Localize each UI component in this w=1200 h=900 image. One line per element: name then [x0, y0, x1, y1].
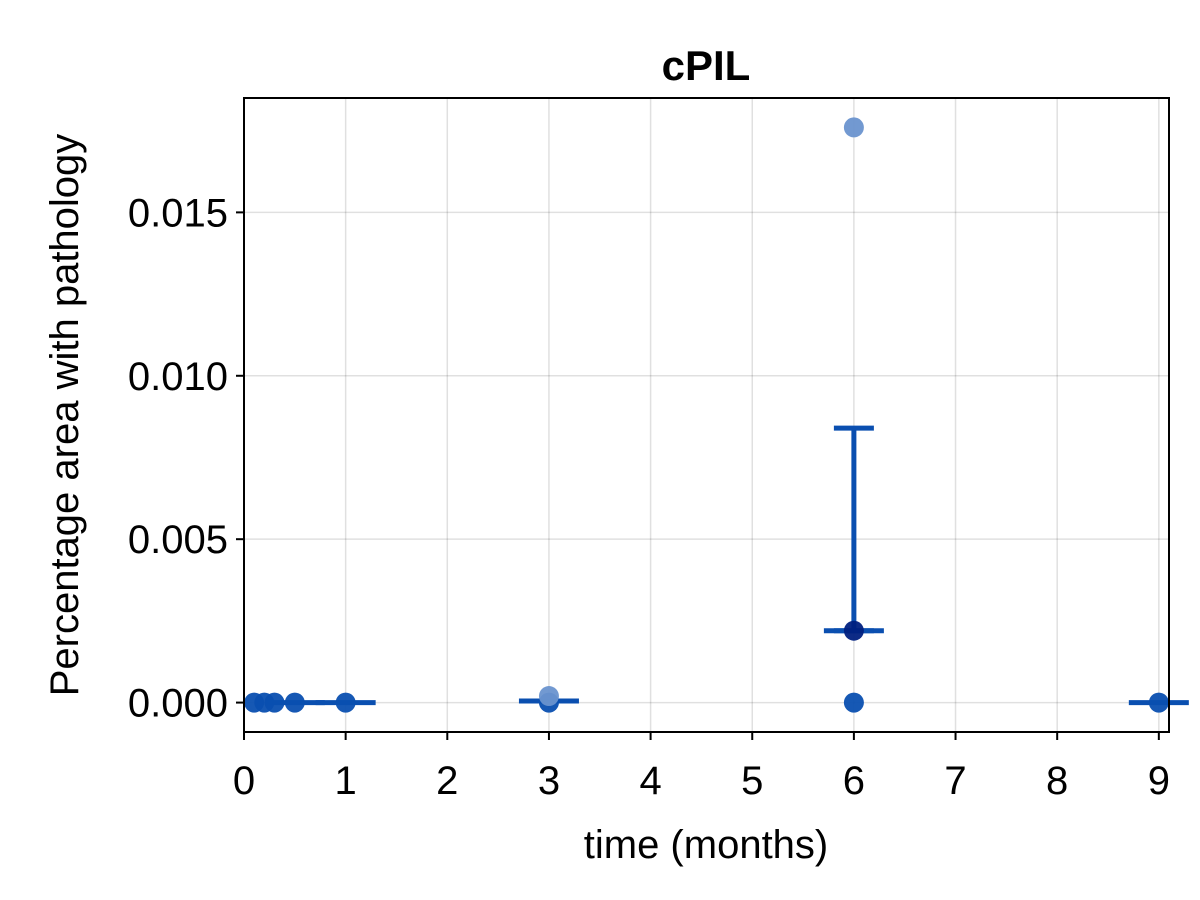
x-tick-label: 9: [1148, 759, 1170, 803]
x-axis-label: time (months): [584, 823, 829, 867]
x-tick-label: 0: [233, 759, 255, 803]
x-tick-label: 5: [741, 759, 763, 803]
data-point: [1148, 692, 1169, 713]
data-marks: [244, 117, 1189, 713]
data-point: [843, 692, 864, 713]
axis-ticks: 0 1 2 3 4 5 6 7 8 9 0.000 0.005 0.010 0.015: [128, 191, 1170, 803]
x-tick-label: 2: [436, 759, 458, 803]
y-axis-label: Percentage area with pathology: [43, 134, 87, 697]
y-tick-label: 0.015: [128, 191, 228, 235]
x-tick-label: 7: [944, 759, 966, 803]
data-point: [843, 117, 864, 138]
y-tick-label: 0.005: [128, 518, 228, 562]
y-tick-label: 0.000: [128, 682, 228, 726]
data-point: [264, 692, 285, 713]
x-tick-label: 3: [538, 759, 560, 803]
grid-lines: [243, 98, 1169, 732]
data-point: [538, 686, 559, 707]
chart-title: cPIL: [662, 42, 751, 89]
y-tick-label: 0.010: [128, 355, 228, 399]
plot-frame: [243, 97, 1170, 733]
data-point: [335, 692, 356, 713]
x-tick-label: 1: [335, 759, 357, 803]
x-tick-label: 6: [843, 759, 865, 803]
data-point: [843, 620, 864, 641]
data-point: [284, 692, 305, 713]
x-tick-label: 4: [639, 759, 661, 803]
x-tick-label: 8: [1046, 759, 1068, 803]
